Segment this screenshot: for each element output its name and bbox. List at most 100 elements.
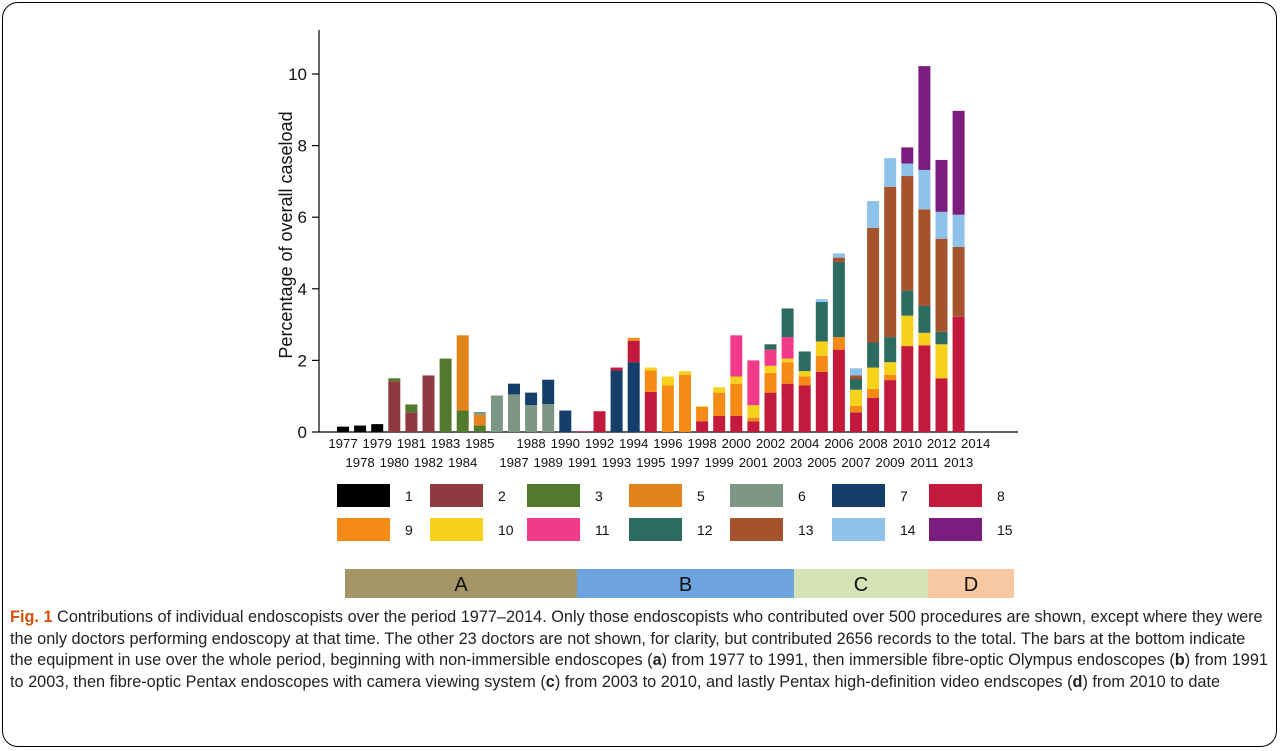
legend-label-1: 1 xyxy=(405,488,413,504)
x-tick-label: 1984 xyxy=(448,455,477,470)
legend-label-8: 8 xyxy=(997,488,1005,504)
bar-segment-2010-series-15 xyxy=(901,147,914,164)
bar-segment-1979-series-1 xyxy=(371,424,384,432)
bar-segment-2000-series-9 xyxy=(730,383,743,416)
bar-segment-1984-series-5 xyxy=(456,335,469,411)
bar-segment-1991-series-8 xyxy=(576,431,589,432)
x-tick-label: 2012 xyxy=(927,436,956,451)
bar-segment-2003-series-12 xyxy=(781,308,794,338)
bar-segment-2004-series-10 xyxy=(798,371,811,377)
bar-segment-1998-series-10 xyxy=(696,406,709,407)
x-tick-label: 2013 xyxy=(944,455,973,470)
bar-segment-2000-series-8 xyxy=(730,415,743,432)
x-tick-label: 1997 xyxy=(670,455,699,470)
legend-swatch-15 xyxy=(929,518,982,541)
x-tick-label: 1980 xyxy=(380,455,409,470)
x-tick-label: 2014 xyxy=(961,436,990,451)
legend-label-10: 10 xyxy=(498,522,514,538)
x-tick-label: 1998 xyxy=(687,436,716,451)
x-tick-label: 1981 xyxy=(397,436,426,451)
legend-label-5: 5 xyxy=(697,488,705,504)
bar-segment-2007-series-13 xyxy=(850,375,862,380)
bar-segment-2013-series-13 xyxy=(952,246,965,317)
x-tick-label: 2001 xyxy=(739,455,768,470)
x-tick-label: 2005 xyxy=(807,455,836,470)
bar-segment-1993-series-7 xyxy=(610,370,623,432)
bar-segment-2003-series-11 xyxy=(781,337,794,359)
legend-swatch-7 xyxy=(832,484,885,507)
x-tick-label: 1994 xyxy=(619,436,648,451)
bar-segment-2005-series-8 xyxy=(815,371,828,432)
bar-segment-2003-series-10 xyxy=(781,358,794,363)
bar-segment-2002-series-12 xyxy=(764,344,777,350)
x-tick-label: 2009 xyxy=(876,455,905,470)
bar-segment-2000-series-10 xyxy=(730,376,743,384)
legend-label-15: 15 xyxy=(997,522,1013,538)
bar-segment-2006-series-8 xyxy=(832,349,845,432)
bar-segment-2001-series-10 xyxy=(747,405,760,418)
equipment-label-a: A xyxy=(454,574,468,596)
bar-segment-2011-series-14 xyxy=(918,169,931,210)
caption-text-5: ) from 2010 to date xyxy=(1082,672,1221,691)
bar-segment-2001-series-11 xyxy=(747,360,760,406)
legend-swatch-6 xyxy=(730,484,783,507)
bar-segment-1997-series-10 xyxy=(679,371,691,375)
bar-segment-2012-series-10 xyxy=(935,344,948,379)
bar-segment-2012-series-12 xyxy=(935,331,948,345)
x-tick-label: 1983 xyxy=(431,436,460,451)
caption-key-c: c xyxy=(545,672,555,691)
legend-label-9: 9 xyxy=(405,522,413,538)
x-tick-label: 2006 xyxy=(824,436,853,451)
y-tick-label: 2 xyxy=(298,351,307,370)
equipment-segment-a xyxy=(345,569,577,598)
bar-segment-2009-series-10 xyxy=(884,362,897,375)
bar-segment-2008-series-8 xyxy=(867,397,880,432)
legend-label-11: 11 xyxy=(595,522,610,538)
bar-segment-2012-series-14 xyxy=(935,211,948,239)
bar-segment-2004-series-12 xyxy=(798,351,811,372)
x-tick-labels: 1977 1979 1981 1983 1985 1988 1990 1992 1994 1996… xyxy=(328,436,990,470)
bar-segment-1989-series-6 xyxy=(542,404,555,432)
bar-segment-1980-series-3 xyxy=(388,378,401,382)
bar-segment-2012-series-13 xyxy=(935,238,948,332)
bar-segment-2012-series-15 xyxy=(935,159,948,212)
bar-segment-1982-series-2 xyxy=(422,375,435,432)
equipment-label-b: B xyxy=(679,574,692,596)
caption-text-3: ) from 1991 to 2003, then fibre-optic Pe… xyxy=(10,651,1268,691)
x-tick-label: 1999 xyxy=(705,455,734,470)
bar-segment-2006-series-12 xyxy=(832,261,845,338)
bar-segment-2010-series-13 xyxy=(901,176,914,291)
x-tick-label: 2002 xyxy=(756,436,785,451)
legend-swatch-1 xyxy=(337,484,390,507)
bar-segment-1981-series-3 xyxy=(405,404,418,413)
bar-segment-1985-series-5 xyxy=(473,414,486,426)
bar-segment-1988-series-6 xyxy=(525,405,538,432)
bar-segment-2002-series-9 xyxy=(764,372,777,393)
bar-segment-2011-series-12 xyxy=(918,305,931,333)
bar-segment-2013-series-8 xyxy=(952,316,965,432)
bar-segment-2010-series-14 xyxy=(901,163,914,177)
bar-segment-2005-series-10 xyxy=(815,341,828,356)
bar-segment-2009-series-12 xyxy=(884,337,897,363)
bar-segment-2008-series-14 xyxy=(867,201,880,228)
bar-segment-1995-series-8 xyxy=(644,391,657,432)
x-tick-label: 1979 xyxy=(363,436,392,451)
legend-label-7: 7 xyxy=(900,488,908,504)
x-tick-label: 2008 xyxy=(858,436,887,451)
equipment-segment-b xyxy=(577,569,794,598)
x-tick-label: 1988 xyxy=(516,436,545,451)
figure-label: Fig. 1 xyxy=(10,608,53,626)
x-tick-label: 1989 xyxy=(534,455,563,470)
bar-segment-1981-series-2 xyxy=(405,412,418,432)
bar-segment-2013-series-15 xyxy=(952,110,965,215)
caption-key-d: d xyxy=(1072,672,1083,691)
bar-segment-1987-series-7 xyxy=(508,383,520,395)
legend-swatch-8 xyxy=(929,484,982,507)
legend-label-14: 14 xyxy=(900,522,916,538)
bar-segment-2011-series-10 xyxy=(918,332,931,346)
x-tick-label: 1982 xyxy=(414,455,443,470)
bar-segment-1993-series-8 xyxy=(610,367,623,371)
x-tick-label: 1996 xyxy=(653,436,682,451)
bar-segment-1994-series-8 xyxy=(627,340,640,363)
